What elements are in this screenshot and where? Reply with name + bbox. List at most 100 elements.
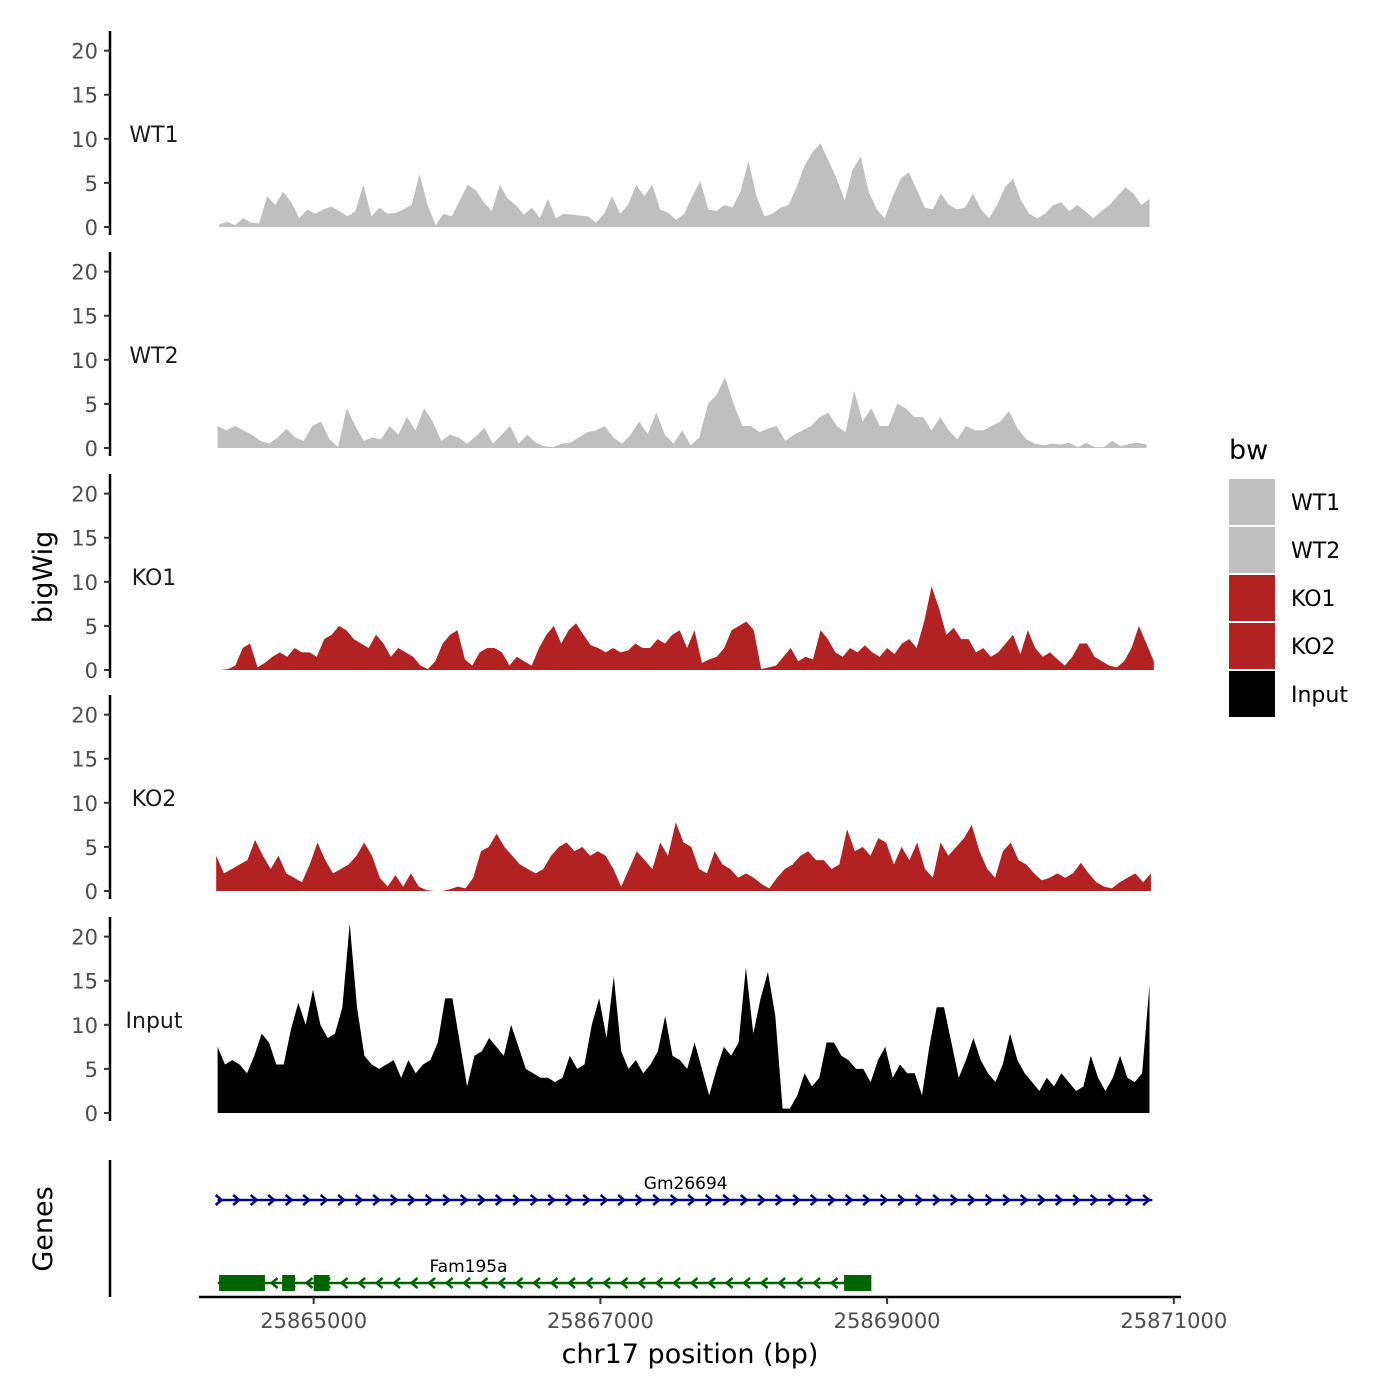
y-tick-label: 5 (85, 836, 98, 860)
y-tick-label: 0 (85, 880, 98, 904)
strand-arrow (494, 1194, 504, 1206)
strand-arrow (812, 1277, 821, 1289)
strand-arrow (269, 1277, 279, 1289)
strand-arrow (844, 1194, 854, 1206)
strand-arrow (529, 1194, 539, 1206)
strand-arrow (827, 1194, 837, 1206)
strand-arrow (567, 1277, 576, 1289)
strand-arrow (617, 1194, 627, 1206)
strand-arrow (249, 1194, 259, 1206)
signal-area-Input (217, 923, 1150, 1113)
legend-label-Input: Input (1291, 683, 1348, 708)
strand-arrow (704, 1194, 714, 1206)
strand-arrow (879, 1194, 889, 1206)
x-axis: 25865000 25867000 25869000 25871000 (199, 1295, 1227, 1333)
strand-arrow (637, 1277, 646, 1289)
track-label: KO1 (132, 566, 177, 591)
legend-swatch-WT1 (1229, 479, 1275, 525)
y-tick-label: 15 (71, 84, 98, 108)
strand-arrow (532, 1277, 541, 1289)
track-Input: 0 5 10 15 20 Input (71, 917, 1150, 1126)
strand-arrow (479, 1277, 489, 1289)
y-tick-label: 10 (71, 571, 98, 595)
strand-arrow (757, 1194, 767, 1206)
x-axis-title: chr17 position (bp) (562, 1339, 819, 1370)
legend-swatch-Input (1229, 671, 1275, 717)
strand-arrow (442, 1194, 452, 1206)
strand-arrow (284, 1194, 294, 1206)
legend-title: bw (1229, 435, 1268, 466)
strand-arrow (459, 1194, 469, 1206)
signal-area-WT2 (217, 377, 1147, 448)
strand-arrow (497, 1277, 506, 1289)
strand-arrow (707, 1277, 716, 1289)
strand-arrow (462, 1277, 471, 1289)
strand-arrow (444, 1277, 454, 1289)
strand-arrow (424, 1194, 434, 1206)
y-tick-label: 20 (71, 483, 98, 507)
strand-arrow (949, 1194, 959, 1206)
strand-arrow (897, 1194, 907, 1206)
strand-arrow (1142, 1194, 1152, 1206)
legend-label-WT1: WT1 (1291, 491, 1340, 516)
y-tick-label: 15 (71, 970, 98, 994)
y-tick-label: 0 (85, 659, 98, 683)
x-tick-label: 25865000 (260, 1309, 367, 1333)
strand-arrow (409, 1277, 419, 1289)
strand-arrow (862, 1194, 872, 1206)
strand-arrow (599, 1194, 609, 1206)
signal-tracks: 0 5 10 15 20 WT1 0 5 10 15 20 WT2 0 5 10 15 20 KO1 0 5 10 15 2… (71, 31, 1154, 1126)
strand-arrow (512, 1194, 522, 1206)
strand-arrow (1089, 1194, 1099, 1206)
track-label: WT1 (129, 123, 178, 148)
strand-arrow (809, 1194, 819, 1206)
strand-arrow (669, 1194, 679, 1206)
y-tick-label: 10 (71, 792, 98, 816)
exon (857, 1275, 872, 1291)
gene-label: Gm26694 (644, 1174, 728, 1194)
strand-arrow (564, 1194, 574, 1206)
strand-arrow (514, 1277, 524, 1289)
strand-arrow (1072, 1194, 1082, 1206)
y-tick-label: 20 (71, 40, 98, 64)
y-tick-label: 10 (71, 1014, 98, 1038)
y-tick-label: 10 (71, 128, 98, 152)
strand-arrow (722, 1194, 732, 1206)
legend-swatch-WT2 (1229, 527, 1275, 573)
y-tick-label: 0 (85, 437, 98, 461)
strand-arrow (742, 1277, 751, 1289)
x-tick-label: 25871000 (1120, 1309, 1227, 1333)
strand-arrow (672, 1277, 681, 1289)
strand-arrow (1002, 1194, 1012, 1206)
strand-arrow (739, 1194, 749, 1206)
x-tick-label: 25867000 (547, 1309, 654, 1333)
strand-arrow (792, 1194, 802, 1206)
track-label: KO2 (132, 787, 177, 812)
legend-label-WT2: WT2 (1291, 539, 1340, 564)
strand-arrow (1037, 1194, 1047, 1206)
strand-arrow (427, 1277, 436, 1289)
gene-Gm26694: Gm26694 (214, 1174, 1153, 1206)
strand-arrow (354, 1194, 364, 1206)
strand-arrow (1124, 1194, 1134, 1206)
track-WT2: 0 5 10 15 20 WT2 (71, 252, 1147, 461)
strand-arrow (407, 1194, 417, 1206)
y-tick-label: 5 (85, 393, 98, 417)
y-tick-label: 0 (85, 216, 98, 240)
track-WT1: 0 5 10 15 20 WT1 (71, 31, 1150, 240)
strand-arrow (549, 1277, 559, 1289)
strand-arrow (584, 1277, 594, 1289)
strand-arrow (829, 1277, 839, 1289)
strand-arrow (389, 1194, 399, 1206)
strand-arrow (304, 1277, 314, 1289)
strand-arrow (602, 1277, 611, 1289)
strand-arrow (794, 1277, 804, 1289)
y-axis-title: bigWig (28, 531, 59, 624)
y-tick-label: 15 (71, 527, 98, 551)
strand-arrow (477, 1194, 487, 1206)
strand-arrow (547, 1194, 557, 1206)
y-tick-label: 15 (71, 305, 98, 329)
y-tick-label: 10 (71, 349, 98, 373)
legend-swatch-KO1 (1229, 575, 1275, 621)
genes-track: Gm26694 Fam195a (108, 1160, 1153, 1297)
